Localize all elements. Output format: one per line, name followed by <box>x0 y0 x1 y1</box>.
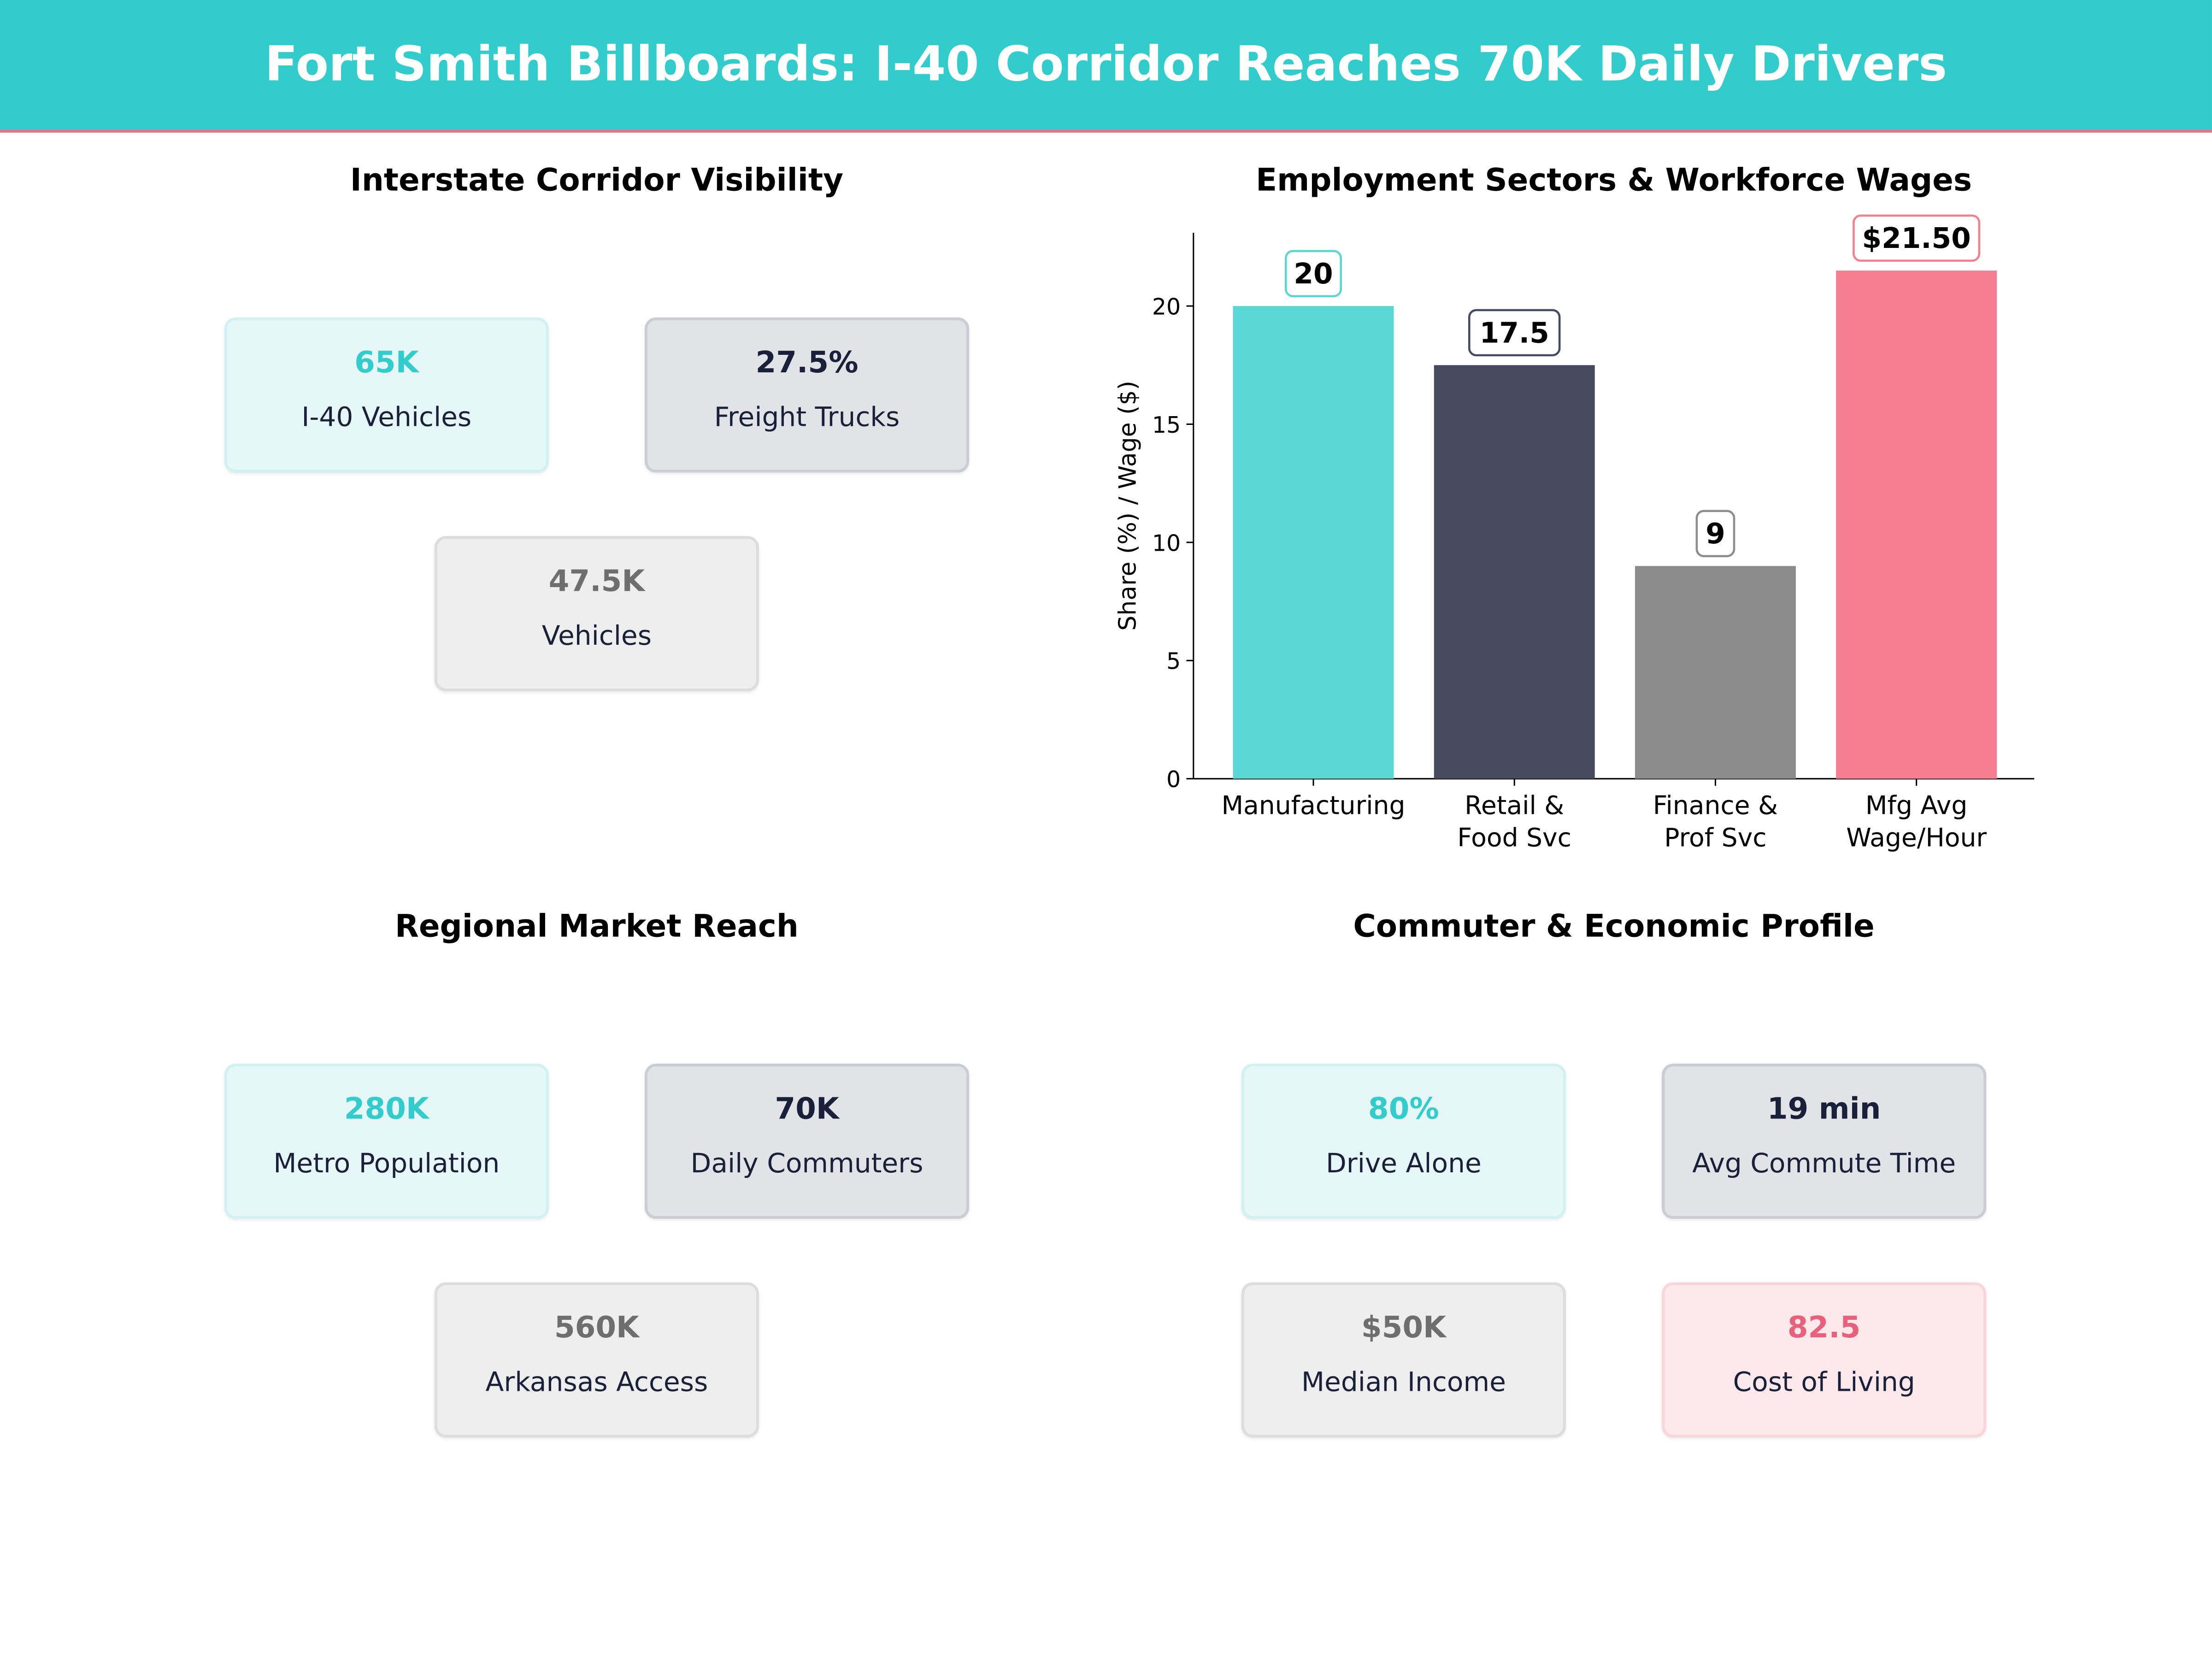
stat-label: Arkansas Access <box>485 1367 708 1398</box>
stat-card: 280K Metro Population <box>224 1064 549 1219</box>
x-tick-label: Manufacturing <box>1222 790 1406 820</box>
stat-value: $50K <box>1361 1310 1446 1345</box>
stat-value: 80% <box>1368 1092 1439 1126</box>
bar <box>1836 271 1997 779</box>
stat-label: Drive Alone <box>1326 1148 1482 1180</box>
stat-label: Vehicles <box>541 620 652 652</box>
stat-label: Freight Trucks <box>714 402 900 433</box>
stat-card: 82.5 Cost of Living <box>1662 1282 1987 1438</box>
stat-card: $50K Median Income <box>1241 1282 1566 1438</box>
x-tick-label: Mfg Avg <box>1865 790 1967 820</box>
x-tick-label: Wage/Hour <box>1846 823 1987 853</box>
y-tick-label: 15 <box>1152 412 1181 438</box>
stat-value: 27.5% <box>755 345 859 380</box>
bar <box>1233 306 1394 779</box>
stat-label: Median Income <box>1301 1367 1506 1398</box>
data-label: 17.5 <box>1480 317 1549 349</box>
stat-label: Metro Population <box>273 1148 500 1180</box>
x-tick-label: Prof Svc <box>1664 823 1766 853</box>
y-axis-label: Share (%) / Wage ($) <box>1114 381 1141 631</box>
stat-value: 82.5 <box>1787 1310 1861 1345</box>
bar <box>1635 566 1796 779</box>
panel-title-commuter: Commuter & Economic Profile <box>1353 910 1875 946</box>
stat-card: 80% Drive Alone <box>1241 1064 1566 1219</box>
stat-value: 560K <box>554 1310 639 1345</box>
stat-card: 27.5% Freight Trucks <box>644 317 970 473</box>
stat-card: 70K Daily Commuters <box>644 1064 970 1219</box>
stat-card: 560K Arkansas Access <box>434 1282 759 1438</box>
stat-label: Daily Commuters <box>690 1148 924 1180</box>
chart-title: Employment Sectors & Workforce Wages <box>1256 164 1972 199</box>
stat-card: 65K I-40 Vehicles <box>224 317 549 473</box>
stat-value: 47.5K <box>548 564 645 598</box>
panel-title-market: Regional Market Reach <box>394 910 799 946</box>
stat-label: I-40 Vehicles <box>301 402 472 433</box>
data-label-box <box>1695 510 1735 558</box>
stat-card: 19 min Avg Commute Time <box>1662 1064 1987 1219</box>
header-banner: Fort Smith Billboards: I-40 Corridor Rea… <box>0 0 2212 133</box>
y-tick-label: 20 <box>1152 294 1181 320</box>
y-tick-label: 10 <box>1152 530 1181 556</box>
x-tick-label: Food Svc <box>1457 823 1571 853</box>
stat-value: 70K <box>775 1092 839 1126</box>
data-label-box <box>1284 250 1342 297</box>
y-tick-label: 5 <box>1166 648 1181 675</box>
stat-value: 19 min <box>1767 1092 1881 1126</box>
stat-label: Cost of Living <box>1733 1367 1915 1398</box>
stat-label: Avg Commute Time <box>1692 1148 1956 1180</box>
stat-value: 65K <box>354 345 419 380</box>
stat-card: 47.5K Vehicles <box>434 536 759 691</box>
data-label-box <box>1853 214 1981 262</box>
data-label: 9 <box>1706 518 1725 550</box>
panel-title-corridor: Interstate Corridor Visibility <box>350 164 843 199</box>
page-title: Fort Smith Billboards: I-40 Corridor Rea… <box>265 36 1947 94</box>
y-tick-label: 0 <box>1166 766 1181 793</box>
data-label-box <box>1468 309 1561 357</box>
x-tick-label: Finance & <box>1653 790 1778 820</box>
bar <box>1434 365 1595 779</box>
data-label: $21.50 <box>1862 222 1971 255</box>
x-tick-label: Retail & <box>1465 790 1564 820</box>
data-label: 20 <box>1294 258 1333 290</box>
stat-value: 280K <box>344 1092 429 1126</box>
